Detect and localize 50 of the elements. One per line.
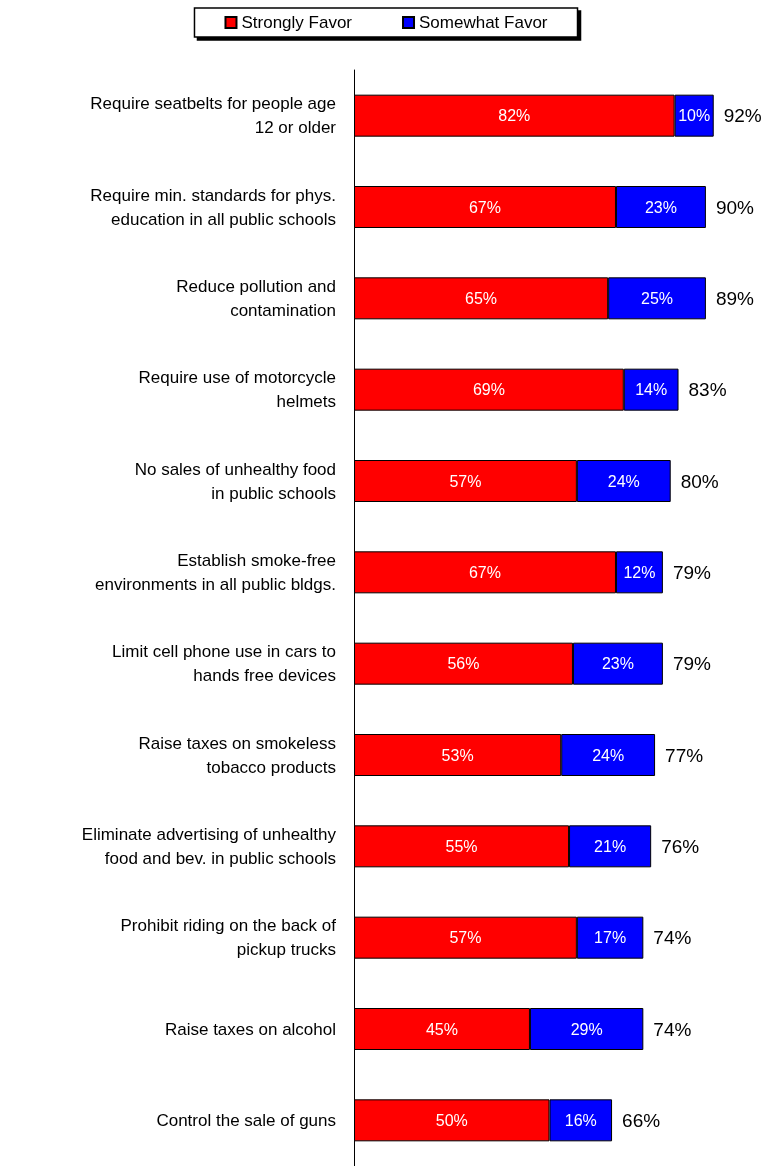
data-label: 16%	[564, 1111, 597, 1129]
data-label: 57%	[449, 472, 482, 490]
y-tick-label: Eliminate advertising of unhealthy food and bev. in public schools	[81, 824, 337, 868]
y-tick-label: Establish smoke-free environments in all public bldgs.	[95, 550, 336, 594]
y-tick-label: Raise taxes on alcohol	[164, 1019, 336, 1039]
data-label: 50%	[435, 1111, 468, 1129]
y-tick-label: Control the sale of guns	[156, 1110, 336, 1130]
y-tick-label: Prohibit riding on the back of pickup trucks	[120, 916, 337, 960]
data-label: 82%	[498, 107, 531, 125]
data-label: 65%	[465, 289, 498, 307]
total-label: 66%	[622, 1109, 661, 1131]
data-label: 25%	[641, 289, 674, 307]
data-label: 29%	[570, 1020, 603, 1038]
y-tick-label: Limit cell phone use in cars to hands free devices	[112, 642, 336, 686]
total-label: 74%	[653, 1018, 692, 1040]
y-tick-label: Require min. standards for phys. education in all public schools	[90, 185, 336, 229]
data-label: 67%	[468, 198, 501, 216]
y-tick-label: No sales of unhealthy food in public schools	[134, 459, 336, 503]
data-label: 55%	[445, 837, 478, 855]
total-label: 80%	[680, 470, 719, 492]
data-label: 69%	[472, 381, 505, 399]
legend-label: Somewhat Favor	[419, 13, 548, 32]
y-tick-label: Reduce pollution and contamination	[176, 276, 336, 320]
data-label: 21%	[594, 837, 627, 855]
data-label: 12%	[623, 563, 656, 581]
data-label: 67%	[468, 563, 501, 581]
data-label: 23%	[601, 655, 634, 673]
data-label: 57%	[449, 929, 482, 947]
data-label: 53%	[441, 746, 474, 764]
data-label: 17%	[594, 929, 627, 947]
total-label: 79%	[672, 561, 712, 583]
total-label: 76%	[661, 835, 700, 857]
data-label: 24%	[607, 472, 640, 490]
y-tick-label: Require seatbelts for people age 12 or older	[90, 94, 337, 138]
data-label: 14%	[635, 381, 668, 399]
legend-label: Strongly Favor	[241, 13, 353, 32]
total-label: 89%	[715, 287, 755, 309]
data-label: 24%	[592, 746, 625, 764]
total-label: 83%	[688, 379, 727, 401]
data-label: 10%	[678, 107, 711, 125]
y-tick-label: Raise taxes on smokeless tobacco products	[138, 733, 336, 777]
total-label: 77%	[665, 744, 704, 766]
total-label: 92%	[723, 105, 762, 127]
data-label: 23%	[644, 198, 677, 216]
y-tick-label: Require use of motorcycle helmets	[138, 368, 336, 412]
data-label: 56%	[447, 655, 480, 673]
total-label: 90%	[715, 196, 755, 218]
data-label: 45%	[425, 1020, 458, 1038]
total-label: 79%	[672, 653, 712, 675]
total-label: 74%	[653, 927, 692, 949]
